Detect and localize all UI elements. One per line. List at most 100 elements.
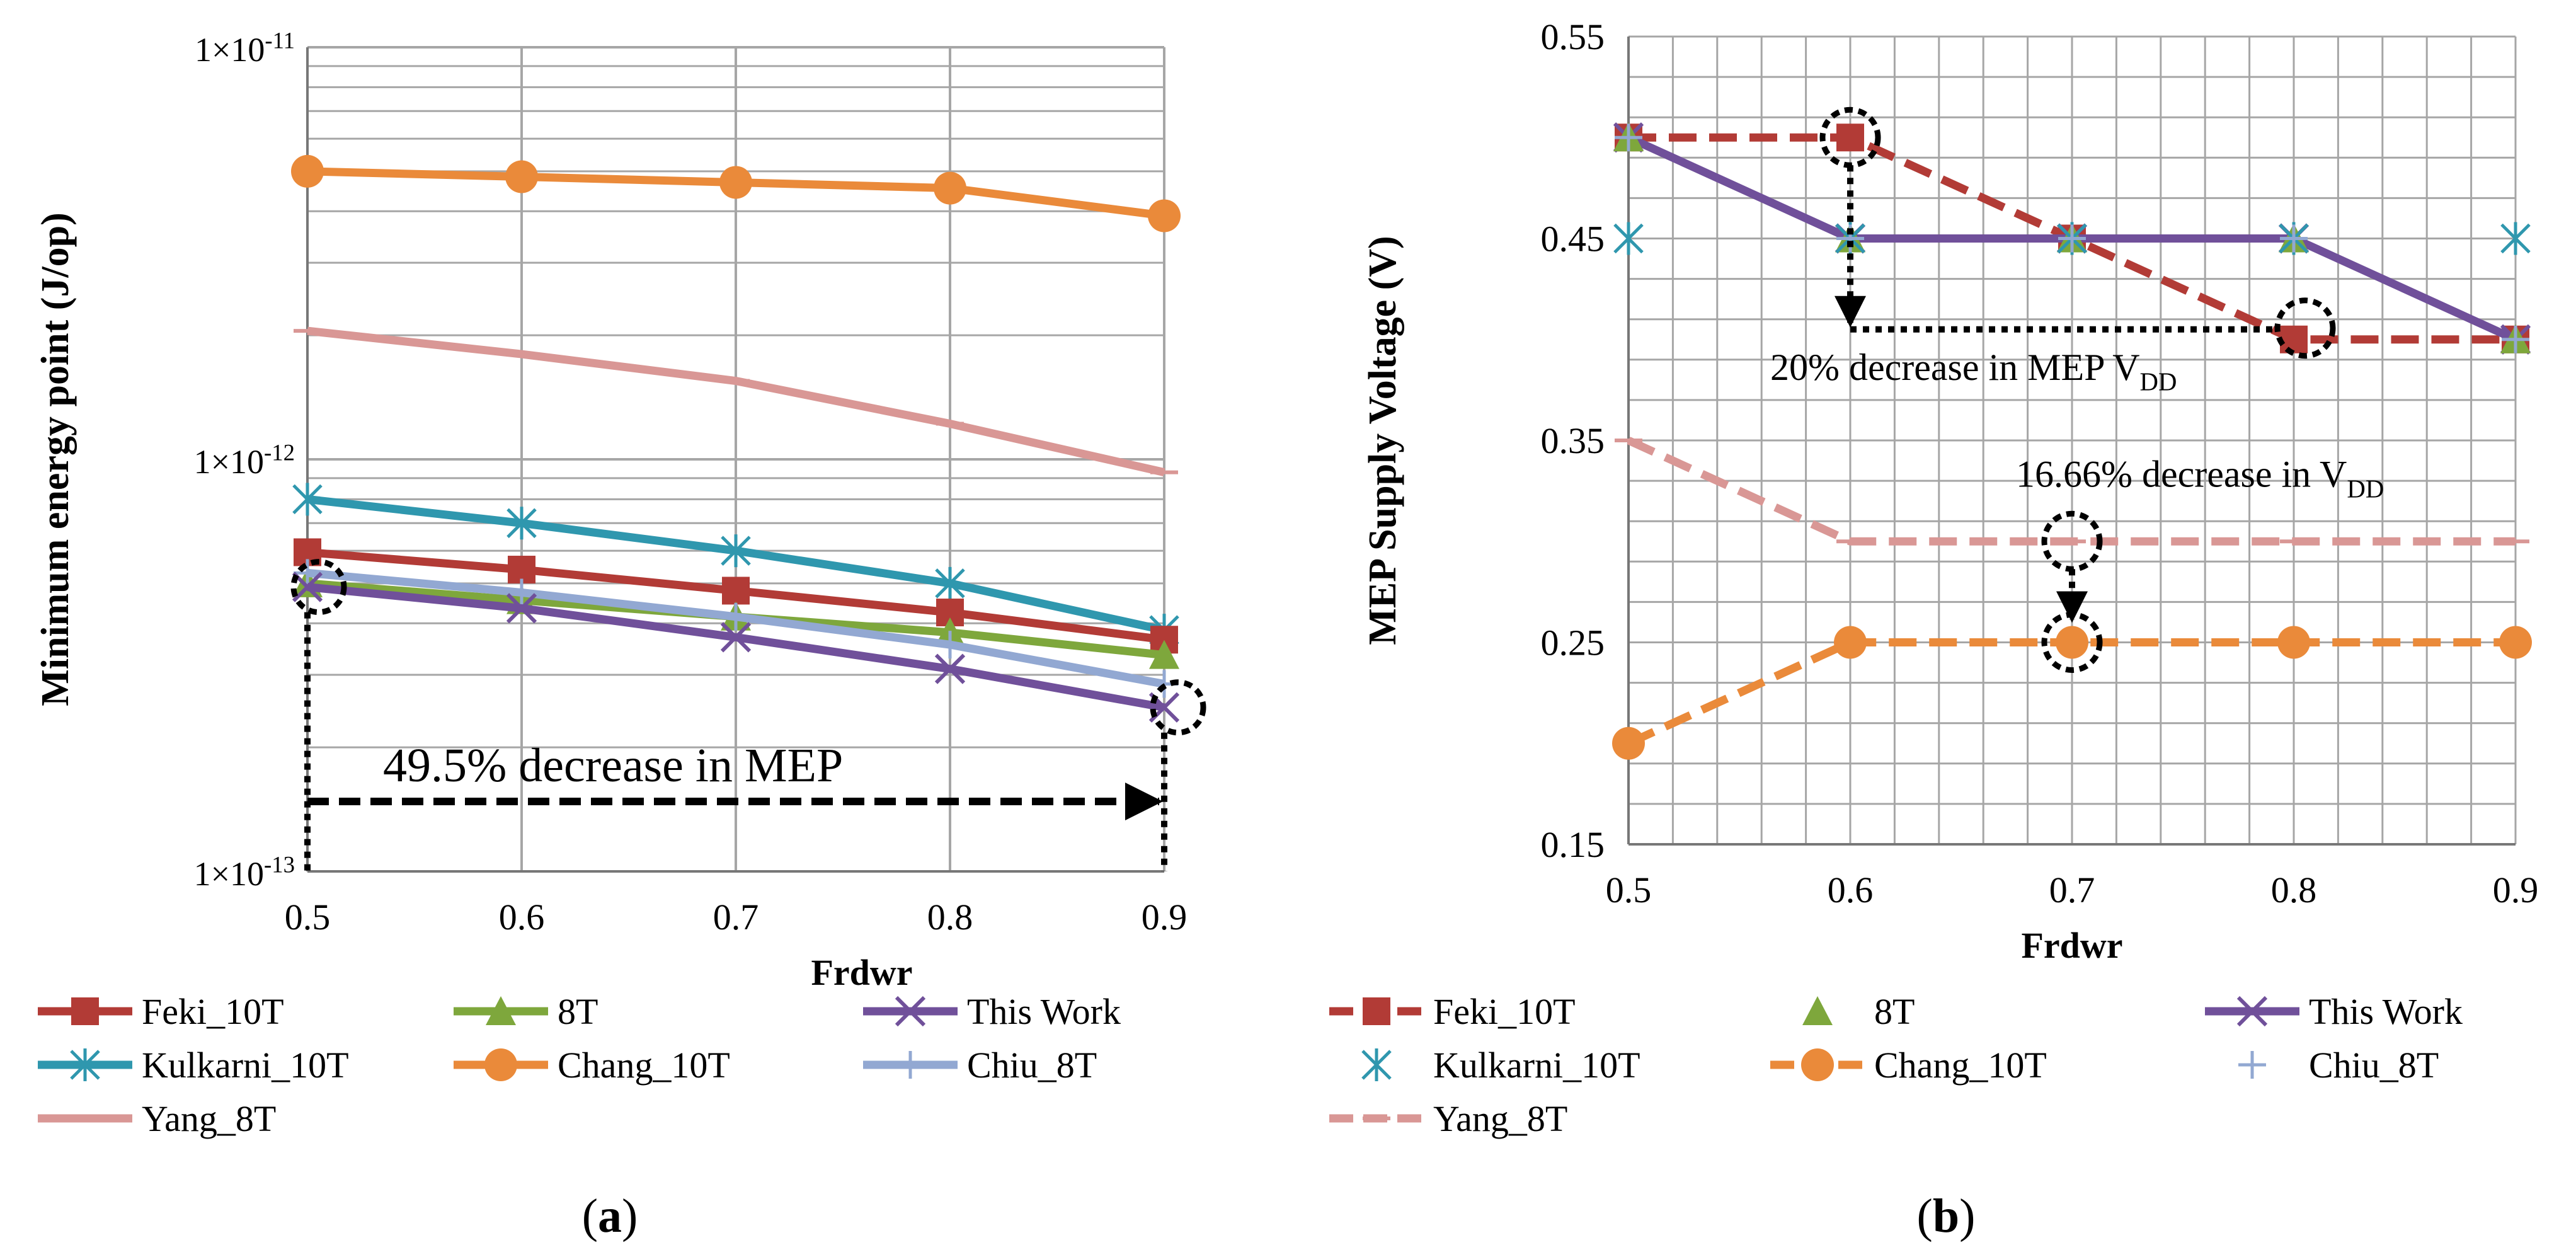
legend-label: Chiu_8T [2309,1045,2439,1086]
data-point [721,534,751,568]
legend-marker [2238,1051,2266,1079]
legend-marker [1802,996,1833,1025]
legend-label: Chiu_8T [967,1045,1097,1086]
legend-item-chang: Chang_10T [454,1045,730,1086]
legend-item-eight_t: 8T [454,991,598,1032]
data-point [2502,325,2529,353]
data-point [2277,626,2310,659]
legend-label: 8T [558,991,598,1032]
highlight-circle [290,559,347,616]
legend: Feki_10T 8T This Work Kulkarni_10T Chang_10T… [1329,991,2463,1139]
data-point [936,631,964,659]
grid [1627,35,2517,846]
data-point [935,566,965,600]
y-tick-label: 0.55 [1541,16,1605,57]
legend-item-kulkarni: Kulkarni_10T [38,1045,349,1086]
data-point [1836,123,1864,152]
legend-label: Yang_8T [1433,1098,1567,1139]
data-point [1149,640,1179,669]
data-point [2280,325,2308,353]
legend-label: Chang_10T [558,1045,730,1086]
series-chang [1612,626,2532,760]
legend-marker [1363,997,1390,1025]
legend-marker [895,996,926,1027]
chart-b: 0.5 0.6 0.7 0.8 0.9 0.15 0.25 0.35 0.45 0.55 Frdwr… [1329,16,2538,1243]
legend-marker [1801,1048,1834,1081]
data-point [1615,123,1642,152]
data-point [507,507,537,540]
x-tick-label: 0.6 [1828,870,1874,910]
legend-item-feki: Feki_10T [1329,991,1576,1032]
annotation-mep-vdd-text: 20% decrease in MEP VDD [1770,347,2177,396]
legend-item-chiu: Chiu_8T [2238,1045,2439,1086]
data-point [1612,726,1645,760]
x-tick-label: 0.9 [2493,870,2539,910]
legend-item-eight_t: 8T [1802,991,1915,1032]
data-point [722,602,750,631]
highlight-circle [1150,679,1206,736]
legend-item-chang: Chang_10T [1770,1045,2047,1086]
annotation-vdd-text: 16.66% decrease in VDD [2016,454,2384,503]
series-chiu [294,559,1178,698]
data-point [2058,224,2086,253]
legend-item-chiu: Chiu_8T [863,1045,1097,1086]
y-tick-label: 1×10-13 [194,851,295,893]
x-tick-label: 0.6 [499,897,545,938]
annotations: 20% decrease in MEP VDD 16.66% decrease i… [1770,106,2384,673]
legend-label: 8T [1874,991,1915,1032]
data-point [1613,222,1644,255]
data-point [722,577,750,605]
legend-label: This Work [967,991,1121,1032]
data-point [506,593,537,624]
legend: Feki_10T 8T This Work Kulkarni_10T Chang_10T… [38,991,1121,1139]
legend-marker [1361,1048,1392,1081]
chart-a: 0.5 0.6 0.7 0.8 0.9 1×10-11 1×10-12 1×10-13 Frdw… [34,27,1206,1243]
x-tick-label: 0.8 [2271,870,2317,910]
data-point [2280,224,2308,253]
annotation-mep-text: 49.5% decrease in MEP [383,739,843,792]
y-tick-label: 1×10-11 [195,27,295,69]
legend-item-feki: Feki_10T [38,991,284,1032]
legend-label: Feki_10T [1433,991,1576,1032]
legend-item-this_work: This Work [863,991,1121,1032]
series-yang [294,326,1178,476]
data-point [294,559,321,587]
data-point [1148,199,1181,232]
y-tick-label: 0.25 [1541,623,1605,663]
legend-label: Yang_8T [142,1098,276,1139]
data-point [505,160,538,193]
y-tick-label: 0.35 [1541,420,1605,461]
data-point [2056,626,2088,659]
legend-item-yang: Yang_8T [38,1098,276,1139]
data-point [934,171,966,205]
y-axis-title: Minimum energy point (J/op) [34,212,77,706]
y-tick-label: 0.15 [1541,824,1605,865]
x-tick-label: 0.7 [713,897,759,938]
x-tick-label: 0.5 [285,897,331,938]
series-yang [1615,437,2529,546]
panel-label: (b) [1917,1190,1976,1243]
data-point [1834,626,1867,659]
legend-marker [71,997,99,1025]
legend-label: Kulkarni_10T [1433,1045,1640,1086]
y-axis-title: MEP Supply Voltage (V) [1361,236,1404,645]
data-point [291,154,324,188]
legend-label: Chang_10T [1874,1045,2047,1086]
x-axis-title: Frdwr [2021,925,2122,966]
legend-label: This Work [2309,991,2463,1032]
series-chiu [1615,123,2529,353]
data-point [2499,626,2532,659]
data-point [720,622,752,653]
x-tick-label: 0.7 [2049,870,2095,910]
legend-item-this_work: This Work [2205,991,2463,1032]
data-point [508,578,535,607]
y-tick-label: 1×10-12 [194,439,295,481]
legend-marker [70,1048,100,1081]
legend-label: Feki_10T [142,991,284,1032]
legend-label: Kulkarni_10T [142,1045,349,1086]
annotations: 49.5% decrease in MEP [290,559,1206,871]
legend-marker [896,1051,924,1079]
legend-item-yang: Yang_8T [1329,1098,1567,1139]
panel-label: (a) [582,1190,638,1243]
